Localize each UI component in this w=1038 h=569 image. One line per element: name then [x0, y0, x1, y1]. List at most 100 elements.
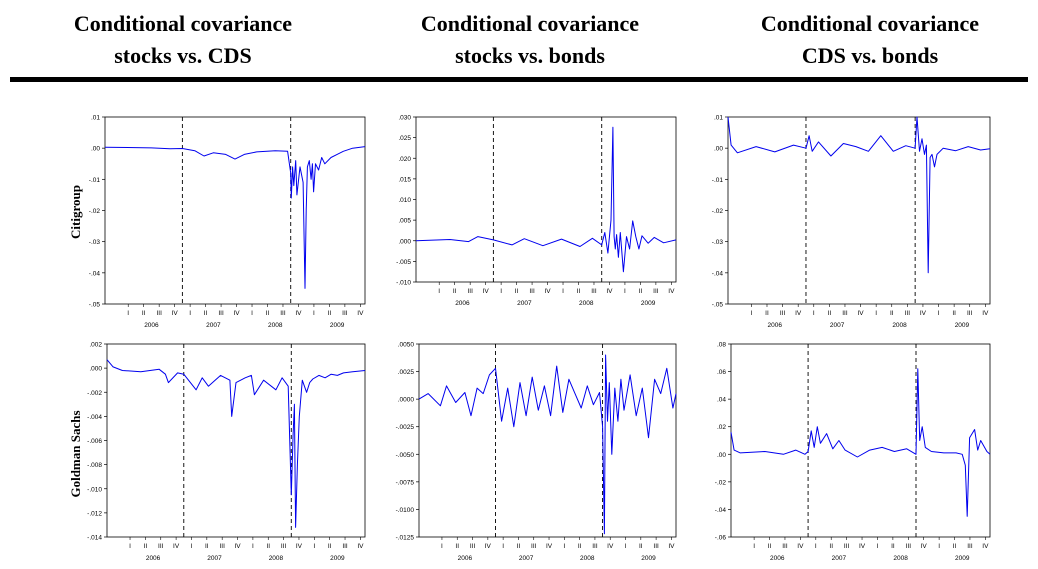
y-tick-label: -.03 — [712, 239, 724, 246]
x-quarter-label: IV — [607, 543, 614, 550]
x-year-label: 2007 — [517, 300, 532, 307]
column-header-1-line2: stocks vs. CDS — [114, 43, 252, 68]
x-quarter-label: IV — [797, 543, 804, 550]
x-quarter-label: I — [563, 543, 565, 550]
x-quarter-label: III — [158, 543, 164, 550]
x-quarter-label: II — [768, 543, 772, 550]
plot-frame — [730, 343, 991, 538]
x-quarter-label: IV — [606, 288, 613, 295]
x-quarter-label: I — [624, 288, 626, 295]
x-quarter-label: II — [328, 543, 332, 550]
y-tick-label: .0050 — [398, 342, 415, 349]
x-quarter-label: III — [218, 310, 224, 317]
x-quarter-label: I — [938, 310, 940, 317]
x-year-label: 2008 — [269, 555, 284, 562]
y-tick-label: -.004 — [87, 414, 102, 421]
x-quarter-label: II — [639, 288, 643, 295]
chart-goldman-stocks-bonds: .0050 .0025 .0000 -.0025 -.0050 -.0075 -.0100 -… — [396, 342, 677, 562]
y-tick-label: .025 — [398, 135, 411, 142]
x-quarter-label: I — [191, 543, 193, 550]
x-quarter-label: II — [577, 288, 581, 295]
y-tick-label: -.02 — [715, 479, 727, 486]
x-quarter-label: II — [765, 310, 769, 317]
x-year-label: 2009 — [641, 555, 656, 562]
plot-frame — [727, 116, 991, 305]
series-line — [106, 359, 366, 528]
y-tick-label: -.014 — [87, 535, 102, 542]
x-quarter-label: II — [891, 543, 895, 550]
x-quarter-label: II — [578, 543, 582, 550]
plot-frame — [106, 343, 366, 538]
x-quarter-label: IV — [485, 543, 492, 550]
x-quarter-label: I — [753, 543, 755, 550]
column-header-2-line2: stocks vs. bonds — [455, 43, 605, 68]
y-tick-label: -.05 — [89, 302, 101, 309]
x-quarter-label: IV — [982, 543, 989, 550]
x-quarter-label: II — [455, 543, 459, 550]
x-quarter-label: IV — [668, 543, 675, 550]
y-tick-label: -.002 — [87, 390, 102, 397]
y-tick-label: .030 — [398, 115, 411, 122]
x-quarter-label: I — [815, 543, 817, 550]
series-line — [415, 126, 677, 273]
y-tick-label: .002 — [89, 342, 102, 349]
x-quarter-label: I — [189, 310, 191, 317]
y-tick-label: -.03 — [89, 239, 101, 246]
y-tick-label: .08 — [717, 342, 726, 349]
x-quarter-label: II — [952, 310, 956, 317]
x-quarter-label: III — [342, 310, 348, 317]
y-tick-label: -.02 — [712, 208, 724, 215]
x-quarter-label: IV — [296, 543, 303, 550]
x-quarter-label: IV — [921, 543, 928, 550]
y-tick-label: -.06 — [715, 535, 727, 542]
y-tick-label: -.01 — [89, 177, 101, 184]
x-quarter-label: IV — [795, 310, 802, 317]
y-tick-label: -.01 — [712, 177, 724, 184]
x-quarter-label: I — [502, 543, 504, 550]
y-tick-label: -.0050 — [396, 452, 415, 459]
x-quarter-label: IV — [357, 310, 364, 317]
y-tick-label: -.02 — [89, 208, 101, 215]
x-year-label: 2007 — [206, 322, 221, 329]
x-quarter-label: IV — [233, 310, 240, 317]
x-quarter-label: III — [531, 543, 537, 550]
chart-citigroup-cds-bonds: .01.00-.01-.02-.03-.04-.05I II III IV I II III… — [712, 115, 991, 329]
y-tick-label: -.0025 — [396, 424, 415, 431]
y-tick-label: .04 — [717, 397, 726, 404]
x-quarter-label: III — [156, 310, 162, 317]
x-quarter-label: III — [592, 543, 598, 550]
x-year-label: 2008 — [893, 555, 908, 562]
y-tick-label: -.04 — [712, 270, 724, 277]
x-quarter-label: I — [251, 310, 253, 317]
x-quarter-label: I — [750, 310, 752, 317]
x-quarter-label: III — [529, 288, 535, 295]
chart-goldman-stocks-cds: .002 .000 -.002 -.004 -.006 -.008 -.010 -.012 -.… — [87, 342, 366, 562]
x-quarter-label: I — [500, 288, 502, 295]
x-year-label: 2006 — [144, 322, 159, 329]
chart-citigroup-stocks-cds: .01.00-.01-.02-.03-.04-.05I II III IV I II III… — [89, 115, 366, 329]
x-year-label: 2009 — [955, 555, 970, 562]
x-year-label: 2008 — [580, 555, 595, 562]
x-quarter-label: III — [967, 310, 973, 317]
y-tick-label: .01 — [714, 115, 723, 122]
x-quarter-label: III — [653, 543, 659, 550]
header-rule — [10, 77, 1028, 82]
x-quarter-label: I — [313, 543, 315, 550]
x-quarter-label: III — [342, 543, 348, 550]
x-year-label: 2008 — [579, 300, 594, 307]
x-quarter-label: II — [517, 543, 521, 550]
x-quarter-label: II — [205, 543, 209, 550]
x-quarter-label: IV — [483, 288, 490, 295]
x-quarter-label: III — [782, 543, 788, 550]
x-quarter-label: III — [967, 543, 973, 550]
x-quarter-label: I — [625, 543, 627, 550]
y-tick-label: .06 — [717, 369, 726, 376]
x-year-label: 2007 — [832, 555, 847, 562]
y-tick-label: .00 — [714, 146, 723, 153]
y-tick-label: -.04 — [715, 507, 727, 514]
plot-frame — [104, 116, 366, 305]
x-quarter-label: II — [453, 288, 457, 295]
x-quarter-label: I — [877, 543, 879, 550]
series-line — [727, 116, 991, 274]
